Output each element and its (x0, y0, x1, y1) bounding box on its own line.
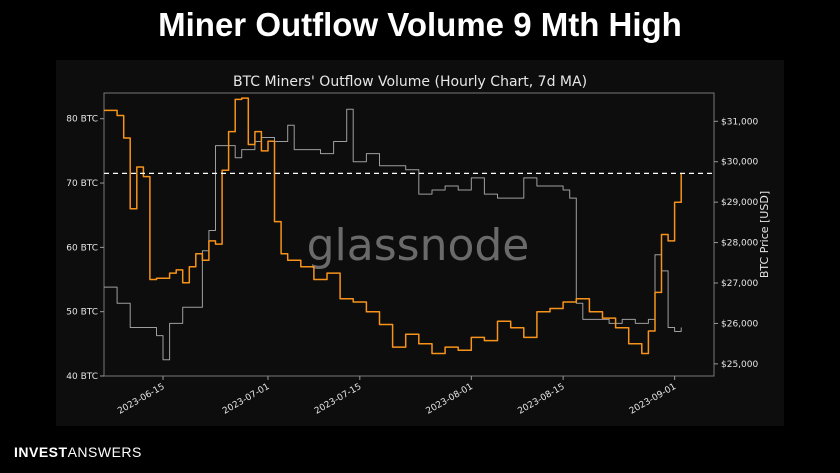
right-tick-label: $25,000 (721, 360, 758, 370)
left-tick-label: 80 BTC (66, 115, 98, 125)
x-tick-label: 2023-07-01 (221, 382, 271, 417)
brand-regular: ANSWERS (67, 444, 142, 460)
x-tick-label: 2023-08-01 (425, 382, 475, 417)
brand-logo: INVESTANSWERS (14, 444, 142, 460)
brand-bold: INVEST (14, 444, 68, 460)
outflow-chart: BTC Miners' Outflow Volume (Hourly Chart… (66, 74, 771, 417)
left-tick-label: 70 BTC (66, 179, 98, 189)
headline: Miner Outflow Volume 9 Mth High (158, 6, 682, 43)
right-axis-label: BTC Price [USD] (758, 191, 771, 278)
left-tick-label: 40 BTC (66, 372, 98, 382)
right-tick-label: $31,000 (721, 117, 758, 127)
btc-price-line (104, 108, 682, 361)
left-tick-label: 60 BTC (66, 243, 98, 253)
plot-frame (103, 92, 715, 377)
right-tick-label: $28,000 (721, 239, 758, 249)
outflow-volume-line (104, 97, 682, 355)
right-tick-label: $29,000 (721, 198, 758, 208)
chart-panel: BTC Miners' Outflow Volume (Hourly Chart… (56, 60, 784, 426)
right-tick-label: $30,000 (721, 158, 758, 168)
left-tick-label: 50 BTC (66, 308, 98, 318)
watermark: glassnode (307, 220, 530, 271)
right-tick-label: $27,000 (721, 279, 758, 289)
x-tick-label: 2023-08-15 (516, 382, 566, 417)
x-tick-label: 2023-06-15 (116, 382, 166, 417)
chart-title: BTC Miners' Outflow Volume (Hourly Chart… (233, 74, 587, 90)
x-tick-label: 2023-07-15 (313, 382, 363, 417)
x-tick-label: 2023-09-01 (628, 382, 678, 417)
right-tick-label: $26,000 (721, 319, 758, 329)
